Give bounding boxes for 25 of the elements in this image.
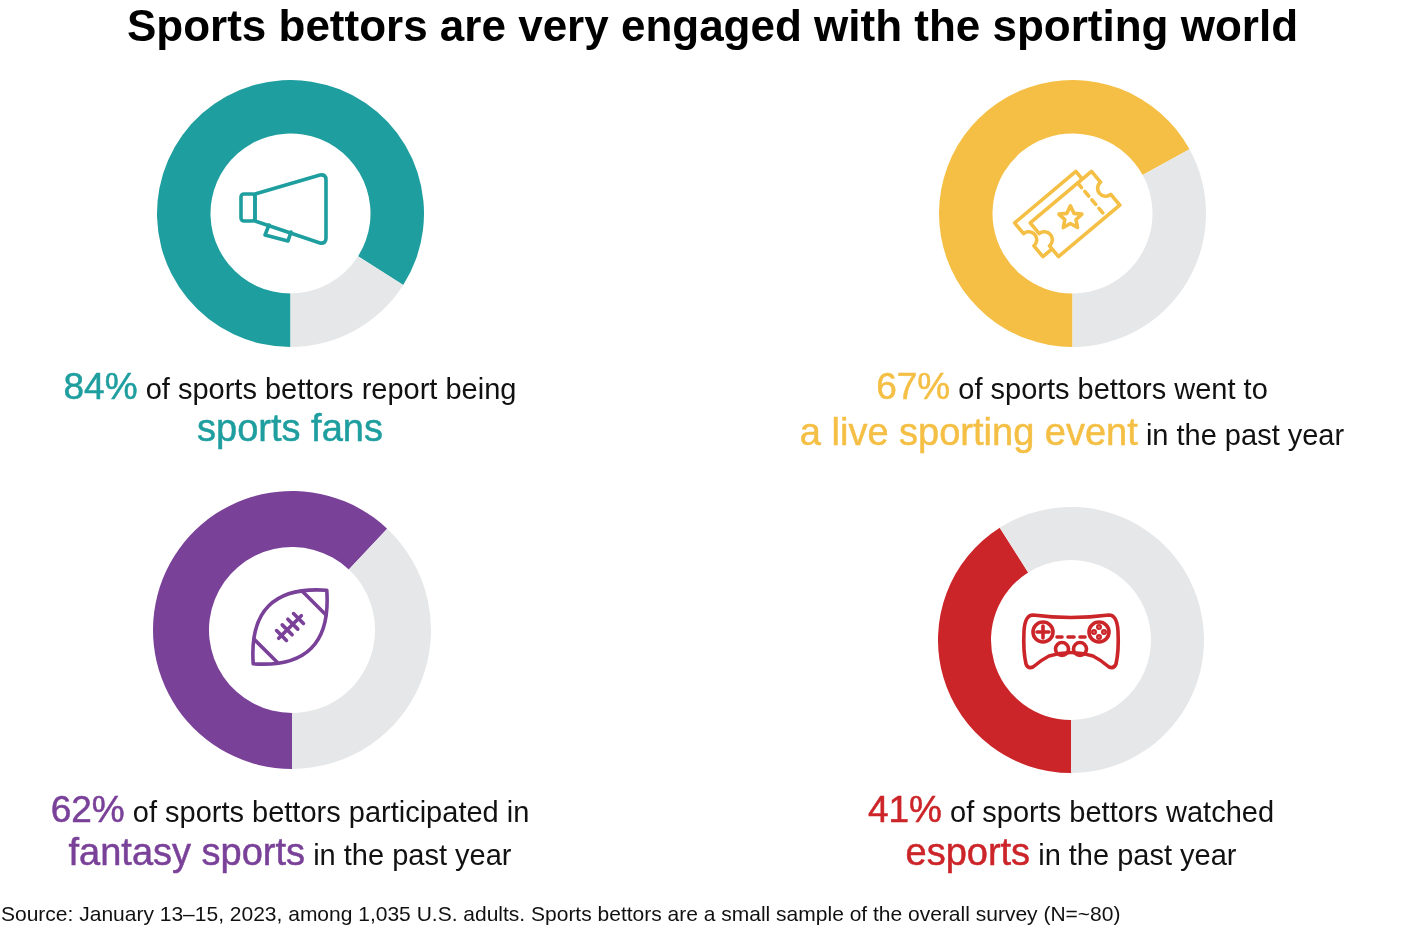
data-label: 67% (876, 366, 951, 407)
text: in the past year (1038, 839, 1237, 871)
text: of sports bettors went to (958, 373, 1268, 405)
donut-slice (938, 80, 1189, 347)
source-note: Source: January 13–15, 2023, among 1,035 U.S. adults. Sports bettors are a small sample of the overall survey (N=~80) (1, 901, 1121, 927)
donut-slice (156, 80, 424, 347)
donut-slice (153, 491, 388, 769)
donut-slice (292, 528, 431, 769)
text: Sports bettors are very engaged with the sporting world (125, 0, 1300, 52)
donut-slice (290, 256, 403, 347)
text: in the past year (313, 839, 512, 871)
text: fantasy sports (68, 831, 306, 873)
data-label: 84% (63, 366, 138, 407)
text: a live sporting event (799, 411, 1138, 453)
text: of sports bettors participated in (132, 796, 530, 828)
donut-slice (999, 507, 1204, 773)
donut-slice (1072, 149, 1206, 347)
data-label: 41% (867, 789, 942, 830)
donut-slice (938, 527, 1071, 773)
text: sports fans (197, 407, 383, 449)
text: of sports bettors watched (950, 796, 1275, 828)
data-label: 62% (50, 789, 125, 830)
text: of sports bettors report being (145, 373, 517, 405)
text: esports (905, 831, 1031, 873)
text: in the past year (1145, 419, 1345, 451)
